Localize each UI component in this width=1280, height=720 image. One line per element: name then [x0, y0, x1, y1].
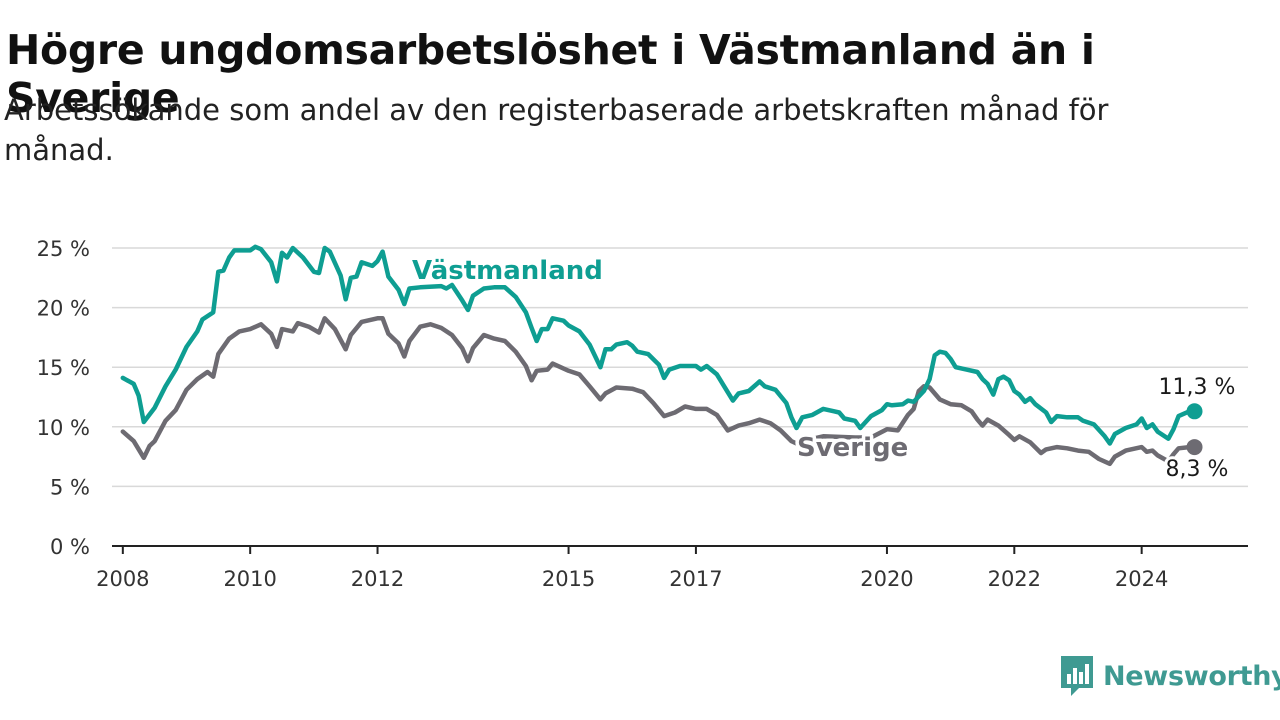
series-end-point-vastmanland: [1186, 403, 1203, 420]
series-end-point-sverige: [1186, 439, 1203, 456]
chart-subtitle: Arbetssökande som andel av den registerb…: [4, 93, 1109, 167]
x-tick-label: 2015: [542, 567, 595, 591]
y-tick-label: 5 %: [50, 475, 90, 499]
end-value-label-vastmanland: 11,3 %: [1159, 375, 1236, 400]
x-tick-label: 2012: [351, 567, 404, 591]
gridlines: [112, 247, 1248, 488]
series-line-vastmanland: [120, 244, 1197, 446]
series-labels: Västmanland Sverige 11,3 % 8,3 %: [409, 253, 1239, 486]
y-tick-label: 0 %: [50, 535, 90, 559]
y-tick-label: 20 %: [37, 297, 90, 321]
newsworthy-logo-icon: [1061, 656, 1093, 696]
x-tick-label: 2020: [860, 567, 913, 591]
end-value-label-sverige: 8,3 %: [1166, 457, 1229, 482]
chart-title: Högre ungdomsarbetslöshet i Västmanland …: [6, 26, 1095, 122]
y-tick-label: 15 %: [37, 356, 90, 380]
x-tick-label: 2022: [988, 567, 1041, 591]
newsworthy-logo: Newsworthy: [1059, 654, 1280, 698]
y-axis-ticks: 0 % 5 % 10 % 15 % 20 % 25 %: [37, 237, 90, 559]
y-tick-label: 25 %: [37, 237, 90, 261]
x-tick-label: 2024: [1115, 567, 1168, 591]
series-lines: [120, 244, 1203, 467]
x-tick-label: 2008: [96, 567, 149, 591]
y-tick-label: 10 %: [37, 416, 90, 440]
series-name-vastmanland: Västmanland: [412, 256, 603, 286]
brand-name: Newsworthy: [1103, 660, 1280, 692]
series-name-sverige: Sverige: [797, 433, 908, 463]
x-axis: 2008 2010 2012 2015 2017 2020 2022 2024: [96, 545, 1248, 591]
x-tick-label: 2017: [669, 567, 722, 591]
series-line-sverige: [120, 316, 1197, 467]
x-tick-label: 2010: [223, 567, 276, 591]
